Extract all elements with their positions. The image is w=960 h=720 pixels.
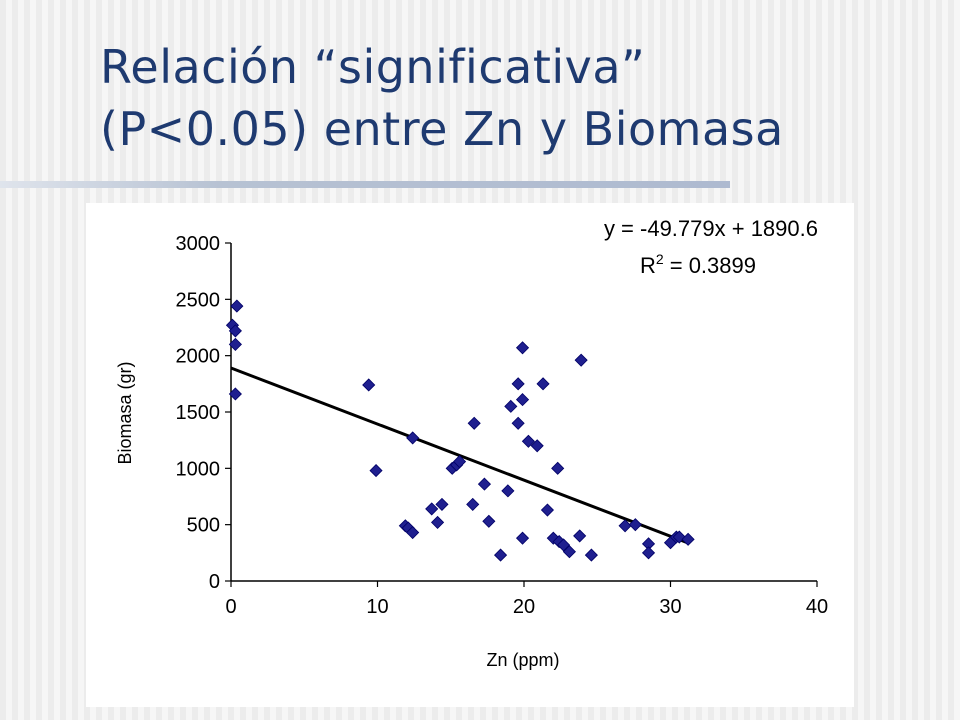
data-point: [562, 545, 576, 559]
data-point: [628, 518, 642, 532]
r-squared-value: = 0.3899: [664, 253, 756, 278]
r-squared-superscript: 2: [656, 251, 664, 267]
data-point: [574, 353, 588, 367]
r-squared-symbol: R: [640, 253, 656, 278]
data-point: [511, 416, 525, 430]
y-tick-label: 1000: [176, 458, 221, 480]
x-tick-label: 40: [806, 596, 828, 618]
data-point: [556, 538, 571, 552]
data-point: [493, 548, 508, 562]
data-point: [406, 431, 420, 445]
data-point: [511, 377, 525, 391]
data-point: [536, 377, 550, 391]
y-tick-label: 3000: [176, 233, 221, 255]
data-point: [573, 529, 587, 543]
data-point: [425, 502, 439, 516]
data-point: [515, 531, 530, 545]
x-tick-label: 20: [513, 596, 535, 618]
r-squared-label: R2 = 0.3899: [640, 251, 756, 278]
data-point: [530, 439, 544, 453]
y-tick-label: 500: [187, 515, 220, 537]
data-point: [482, 514, 496, 528]
data-point: [618, 519, 632, 533]
title-underline-rule: [0, 181, 730, 188]
data-point: [521, 434, 535, 448]
data-point: [435, 497, 449, 511]
trendline-equation: y = -49.779x + 1890.6: [604, 216, 818, 241]
x-tick-label: 0: [225, 596, 236, 618]
x-tick-label: 10: [366, 596, 388, 618]
y-tick-label: 1500: [176, 402, 221, 424]
data-point: [230, 299, 244, 313]
y-tick-label: 2000: [176, 346, 221, 368]
y-tick-label: 0: [209, 571, 220, 593]
slide-title: Relación “significativa” (P<0.05) entre …: [100, 36, 940, 160]
data-point: [540, 503, 555, 517]
data-point: [584, 548, 598, 562]
x-tick-label: 30: [659, 596, 681, 618]
data-point: [228, 387, 242, 401]
y-axis-title: Biomasa (gr): [115, 361, 135, 464]
x-axis-title: Zn (ppm): [486, 650, 559, 670]
data-point: [504, 399, 518, 413]
data-point: [681, 532, 695, 546]
data-point: [467, 416, 481, 430]
data-point: [452, 455, 467, 469]
data-point: [466, 497, 480, 511]
y-tick-label: 2500: [176, 289, 221, 311]
data-point: [228, 337, 242, 351]
data-point: [515, 341, 530, 355]
data-point: [501, 484, 515, 498]
data-point: [228, 324, 242, 338]
slide-title-line-2: (P<0.05) entre Zn y Biomasa: [100, 102, 784, 156]
data-point: [430, 515, 445, 529]
data-point: [515, 393, 530, 407]
data-point: [369, 464, 383, 478]
data-point: [406, 525, 420, 540]
scatter-chart: y = -49.779x + 1890.6 R2 = 0.3899 Biomas…: [115, 216, 828, 670]
data-point: [362, 378, 376, 392]
data-point: [551, 461, 565, 475]
data-point: [641, 546, 656, 560]
chart-panel: y = -49.779x + 1890.6 R2 = 0.3899 Biomas…: [86, 203, 854, 707]
data-point: [477, 477, 492, 491]
slide-title-line-1: Relación “significativa”: [100, 40, 646, 94]
